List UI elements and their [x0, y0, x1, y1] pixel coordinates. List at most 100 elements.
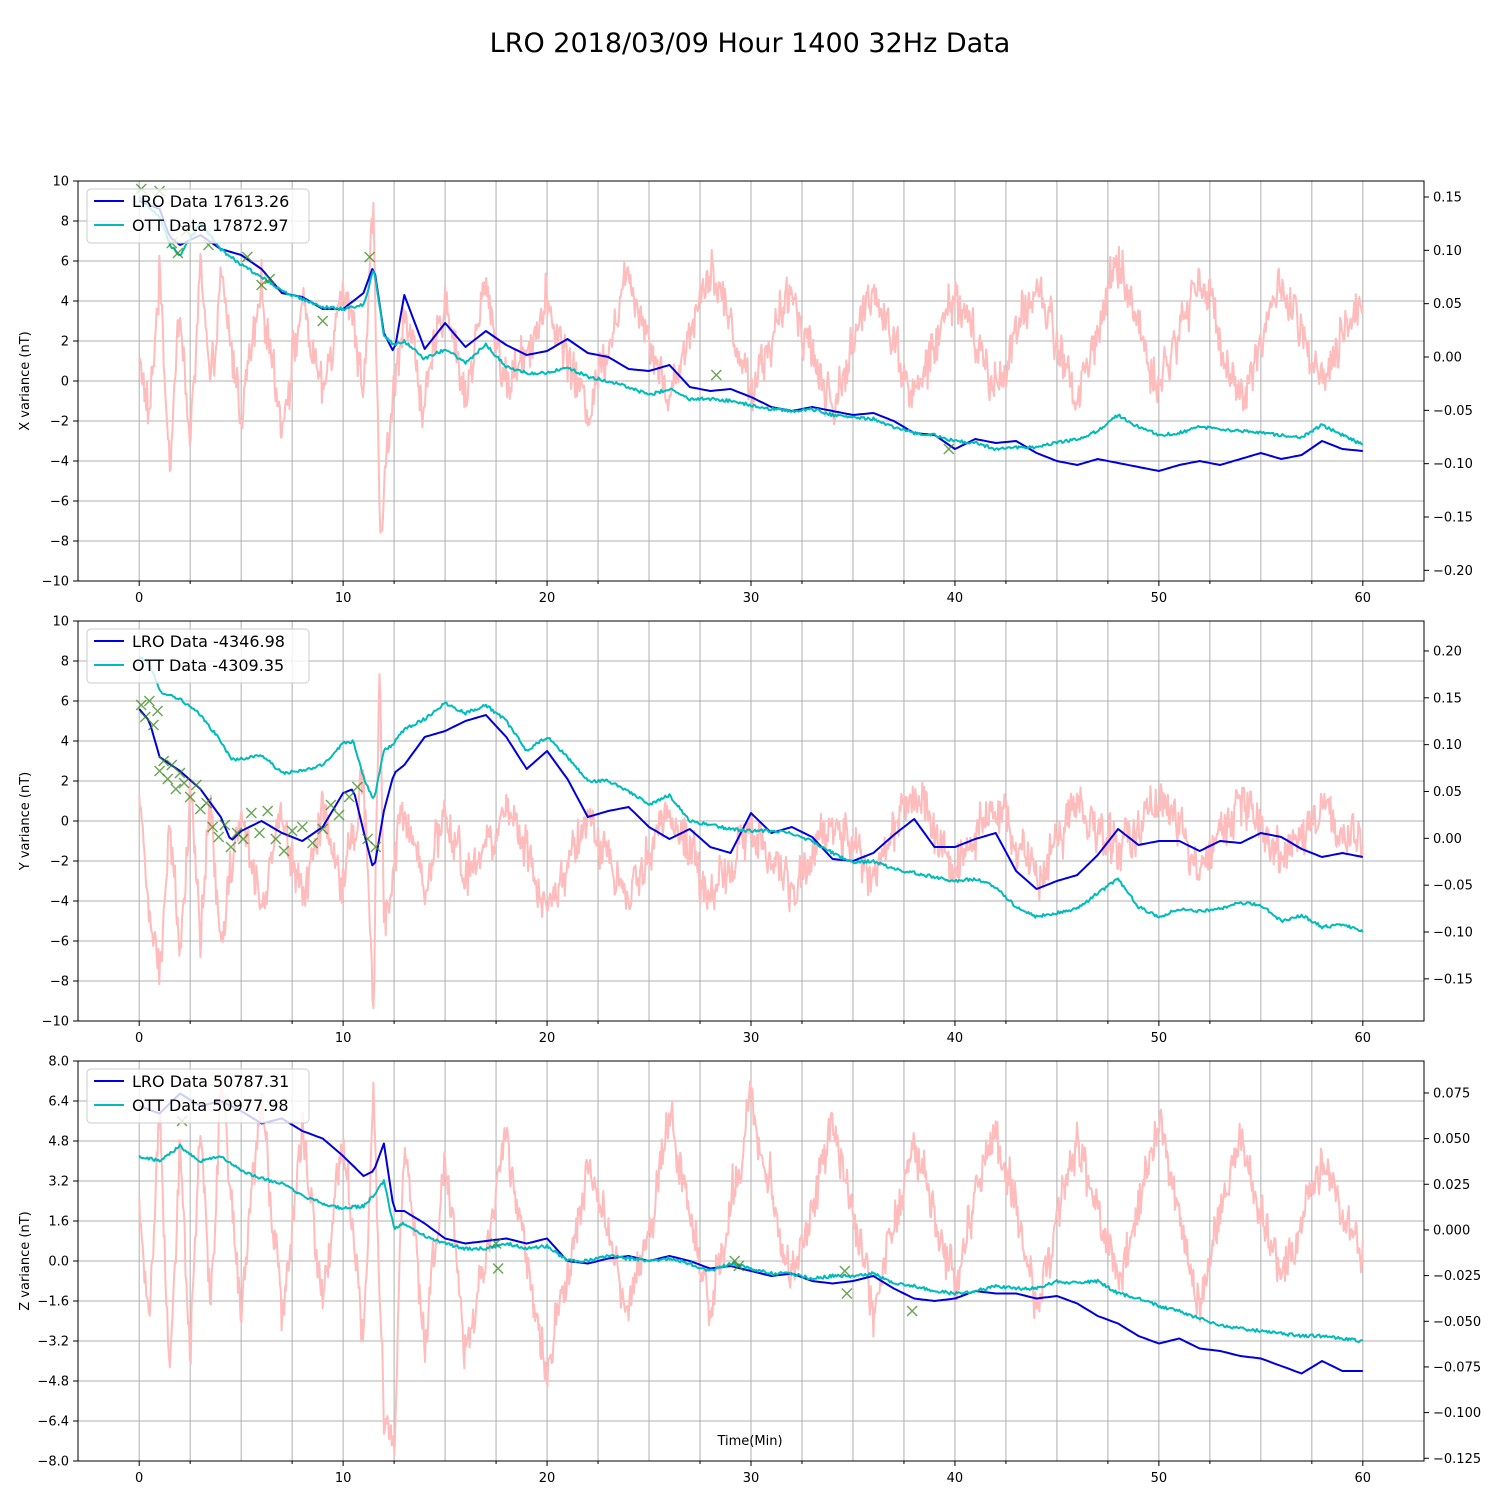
x-tick-label: 20	[539, 1471, 556, 1486]
marker-point	[253, 827, 266, 839]
y-axis-label: Z variance (nT)	[18, 1211, 33, 1310]
y-tick-label: 6.4	[48, 1095, 69, 1110]
marker-point	[162, 773, 174, 785]
marker-point	[278, 845, 290, 857]
series-line-ott	[138, 195, 1364, 452]
y-tick-label: 10	[52, 615, 69, 630]
marker-point	[343, 791, 355, 803]
panel-x: 0 10 20 30 40 50 60 −10 −8 −6 −4 −2 0 2 4 6 8 10 −0.20 −0.1…	[18, 175, 1473, 607]
y-tick-label: −4	[50, 895, 69, 910]
marker-point	[325, 799, 337, 811]
series-line-lro	[138, 708, 1364, 890]
legend-box	[86, 188, 310, 244]
y2-tick-label: 0.05	[1433, 297, 1462, 312]
legend-box	[86, 628, 310, 684]
y2-tick-label: −0.15	[1433, 511, 1473, 526]
x-tick-label: 50	[1151, 1031, 1168, 1046]
legend-entry: LRO Data -4346.98	[132, 632, 285, 651]
marker-point	[152, 705, 164, 717]
x-tick-label: 50	[1151, 1471, 1168, 1486]
legend: LRO Data 17613.26 OTT Data 17872.97	[86, 188, 310, 244]
x-tick-label: 0	[135, 1031, 143, 1046]
x-tick-label: 30	[743, 1031, 760, 1046]
y2-tick-label: 0.10	[1433, 738, 1462, 753]
panel-y: 0 10 20 30 40 50 60 −10 −8 −6 −4 −2 0 2 4 6 8 10 −0.15 −0.1…	[18, 615, 1473, 1047]
y-tick-label: −2	[50, 855, 69, 870]
x-tick-label: 10	[335, 591, 352, 606]
y-tick-label: 4	[61, 735, 69, 750]
y2-tick-label: 0.10	[1433, 244, 1462, 259]
marker-point	[135, 699, 147, 711]
y-tick-label: −10	[42, 575, 69, 590]
x-tick-label: 10	[335, 1471, 352, 1486]
x-tick-label: 20	[539, 1031, 556, 1046]
y-tick-label: 2	[61, 775, 69, 790]
x-tick-label: 50	[1151, 591, 1168, 606]
series-line-lro	[138, 1092, 1363, 1375]
y-tick-label: 3.2	[48, 1175, 69, 1190]
x-tick-label: 60	[1355, 1031, 1372, 1046]
y-tick-label: −4	[50, 455, 69, 470]
marker-point	[245, 807, 257, 819]
y-tick-label: −6	[50, 495, 69, 510]
marker-point	[841, 1287, 853, 1300]
y-tick-label: −3.2	[37, 1335, 69, 1350]
figure-title: LRO 2018/03/09 Hour 1400 32Hz Data	[490, 28, 1011, 59]
marker-point	[178, 777, 190, 789]
marker-point	[264, 273, 276, 285]
x-tick-label: 60	[1355, 591, 1372, 606]
x-tick-label: 10	[335, 1031, 352, 1046]
y-tick-label: −6	[50, 935, 69, 950]
y2-tick-label: 0.20	[1433, 644, 1462, 659]
y2-tick-label: −0.20	[1433, 564, 1473, 579]
x-tick-label: 30	[743, 1471, 760, 1486]
y2-tick-label: 0.05	[1433, 785, 1462, 800]
y2-tick-label: −0.075	[1433, 1360, 1481, 1375]
legend: LRO Data -4346.98 OTT Data -4309.35	[86, 628, 310, 684]
marker-point	[170, 783, 182, 795]
plot-area	[78, 621, 1424, 1021]
marker-point	[370, 841, 382, 853]
y-tick-label: 8	[61, 655, 69, 670]
y2-tick-label: −0.05	[1433, 879, 1473, 894]
marker-point	[241, 251, 253, 263]
marker-point	[174, 767, 186, 779]
marker-point	[906, 1305, 918, 1317]
y-tick-label: −8	[50, 535, 69, 550]
marker-point	[237, 833, 249, 845]
marker-point	[317, 315, 329, 327]
overlay-residual-line	[138, 201, 1364, 534]
marker-point	[270, 833, 282, 845]
legend-entry: LRO Data 50787.31	[132, 1072, 289, 1091]
x-tick-label: 40	[947, 591, 964, 606]
x-tick-label: 30	[743, 591, 760, 606]
marker-point	[943, 443, 955, 455]
series-line-ott	[138, 1143, 1364, 1344]
marker-point	[256, 279, 268, 291]
marker-point	[490, 1237, 502, 1250]
y2-tick-label: −0.10	[1433, 457, 1473, 472]
y2-tick-label: −0.10	[1433, 926, 1473, 941]
x-tick-label: 0	[135, 1471, 143, 1486]
marker-point	[296, 821, 308, 833]
y-axis-label: X variance (nT)	[18, 331, 33, 430]
y-tick-label: 8	[61, 215, 69, 230]
legend-entry: OTT Data 50977.98	[132, 1096, 289, 1115]
y-tick-label: −8.0	[37, 1455, 69, 1470]
y2-tick-label: 0.00	[1433, 832, 1462, 847]
y-tick-label: −1.6	[37, 1295, 69, 1310]
marker-point	[147, 719, 159, 731]
y-tick-label: 8.0	[48, 1055, 69, 1070]
y-axis-label: Y variance (nT)	[18, 772, 33, 872]
y2-tick-label: 0.15	[1433, 691, 1462, 706]
panels: 0 10 20 30 40 50 60−10−8−6−4−20246810−0.20−0.1…	[18, 175, 1481, 1487]
marker-point	[143, 695, 155, 707]
y2-tick-label: −0.05	[1433, 404, 1473, 419]
y2-tick-label: −0.125	[1433, 1452, 1481, 1467]
legend-entry: OTT Data 17872.97	[132, 216, 289, 235]
marker-point	[262, 805, 274, 817]
marker-point	[225, 841, 237, 853]
y-tick-label: −2	[50, 415, 69, 430]
y-tick-label: 0	[61, 375, 69, 390]
